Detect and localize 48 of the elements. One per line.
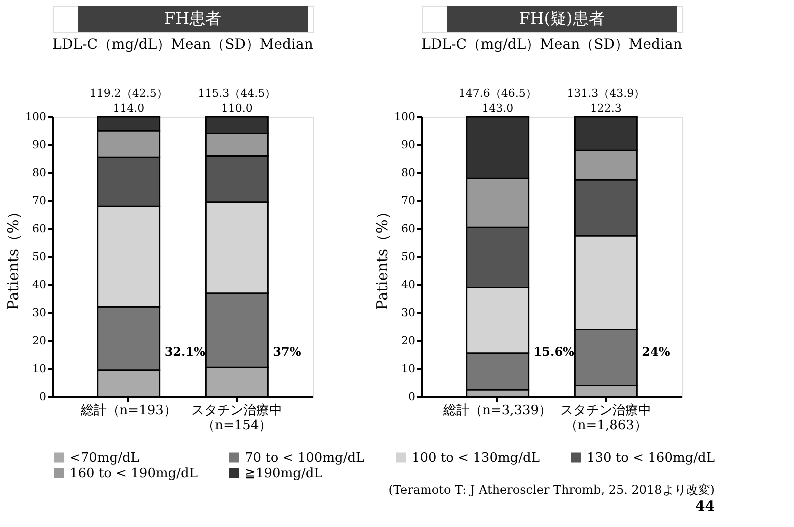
annotation: 119.2（42.5） 114.0 — [90, 87, 168, 115]
chart-subtitle: LDL-C（mg/dL）Mean（SD）Median — [52, 37, 314, 53]
chart-subtitle: LDL-C（mg/dL）Mean（SD）Median — [422, 37, 682, 53]
annotation: 115.3（44.5） 110.0 — [198, 87, 276, 115]
y-tick-label: 50 — [32, 250, 46, 264]
legend-label: 70 to < 100mg/dL — [245, 450, 366, 466]
y-tick-label: 0 — [40, 390, 46, 404]
annotation: 147.6（46.5） 143.0 — [458, 87, 537, 115]
legend-label: 130 to < 160mg/dL — [587, 450, 716, 466]
y-tick-label: 100 — [26, 110, 46, 124]
y-tick-label: 0 — [408, 390, 416, 404]
text: 44 — [696, 499, 716, 515]
y-tick-label: 40 — [402, 278, 416, 292]
y-tick-label: 60 — [32, 222, 46, 236]
y-tick-label: 10 — [32, 362, 46, 376]
x-tick-label: スタチン治療中（n=154） — [192, 404, 283, 434]
legend-label: <70mg/dL — [70, 450, 140, 466]
y-tick-label: 60 — [402, 222, 416, 236]
y-axis-title: Patients（%） — [4, 204, 23, 310]
y-tick-label: 30 — [402, 306, 416, 320]
annotation: 37% — [273, 345, 302, 360]
y-tick-label: 80 — [402, 166, 416, 180]
annotation: 24% — [642, 345, 671, 360]
y-tick-label: 70 — [32, 194, 46, 208]
legend-label: ≧190mg/dL — [245, 466, 324, 482]
annotation: 32.1% — [164, 345, 206, 360]
y-tick-label: 10 — [402, 362, 416, 376]
text: (Teramoto T: J Atheroscler Thromb, 25. 2018より改変) — [388, 483, 715, 497]
annotation: 131.3（43.9） 122.3 — [567, 87, 646, 115]
y-tick-label: 90 — [32, 138, 46, 152]
legend-label: 100 to < 130mg/dL — [412, 450, 540, 466]
y-tick-label: 50 — [402, 250, 416, 264]
x-tick-label: 総計（n=3,339） — [442, 404, 552, 418]
y-tick-label: 30 — [32, 306, 46, 320]
y-tick-label: 70 — [402, 194, 416, 208]
y-tick-label: 40 — [32, 278, 46, 292]
annotation: 15.6% — [534, 345, 576, 360]
x-tick-label: 総計（n=193） — [80, 404, 177, 418]
y-tick-label: 20 — [402, 334, 416, 348]
chart-title: FH(疑)患者 — [519, 9, 605, 28]
y-axis-title: Patients（%） — [374, 204, 392, 310]
x-tick-label: スタチン治療中（n=1,863） — [560, 404, 652, 434]
chart-title: FH患者 — [164, 9, 222, 28]
y-tick-label: 100 — [394, 110, 416, 124]
y-tick-label: 80 — [32, 166, 46, 180]
y-tick-label: 90 — [402, 138, 416, 152]
legend-label: 160 to < 190mg/dL — [70, 466, 198, 482]
y-tick-label: 20 — [32, 334, 46, 348]
